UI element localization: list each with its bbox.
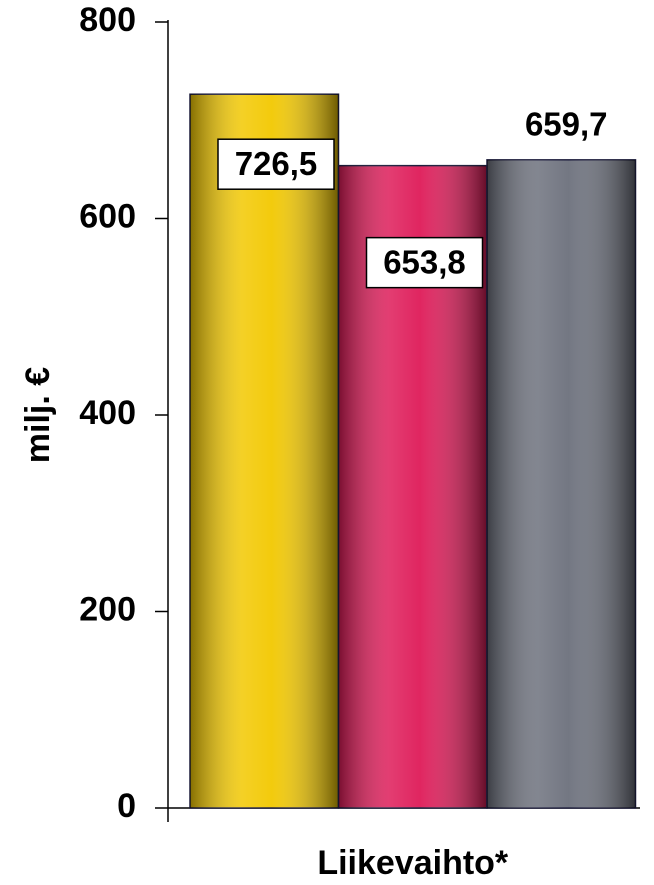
data-label: 726,5 bbox=[235, 145, 318, 182]
data-label: 659,7 bbox=[525, 106, 608, 143]
y-tick-label: 600 bbox=[79, 197, 136, 235]
data-label-box bbox=[217, 138, 335, 190]
bar bbox=[189, 93, 340, 809]
data-label: 653,8 bbox=[383, 243, 466, 280]
y-tick-label: 200 bbox=[79, 590, 136, 628]
bar bbox=[486, 159, 637, 809]
y-tick-label: 0 bbox=[117, 787, 136, 825]
y-axis-label: milj. € bbox=[19, 367, 57, 463]
y-tick-label: 400 bbox=[79, 394, 136, 432]
y-tick-label: 800 bbox=[79, 1, 136, 39]
x-tick-label: Liikevaihto* bbox=[317, 844, 509, 882]
data-label-box bbox=[365, 236, 484, 289]
